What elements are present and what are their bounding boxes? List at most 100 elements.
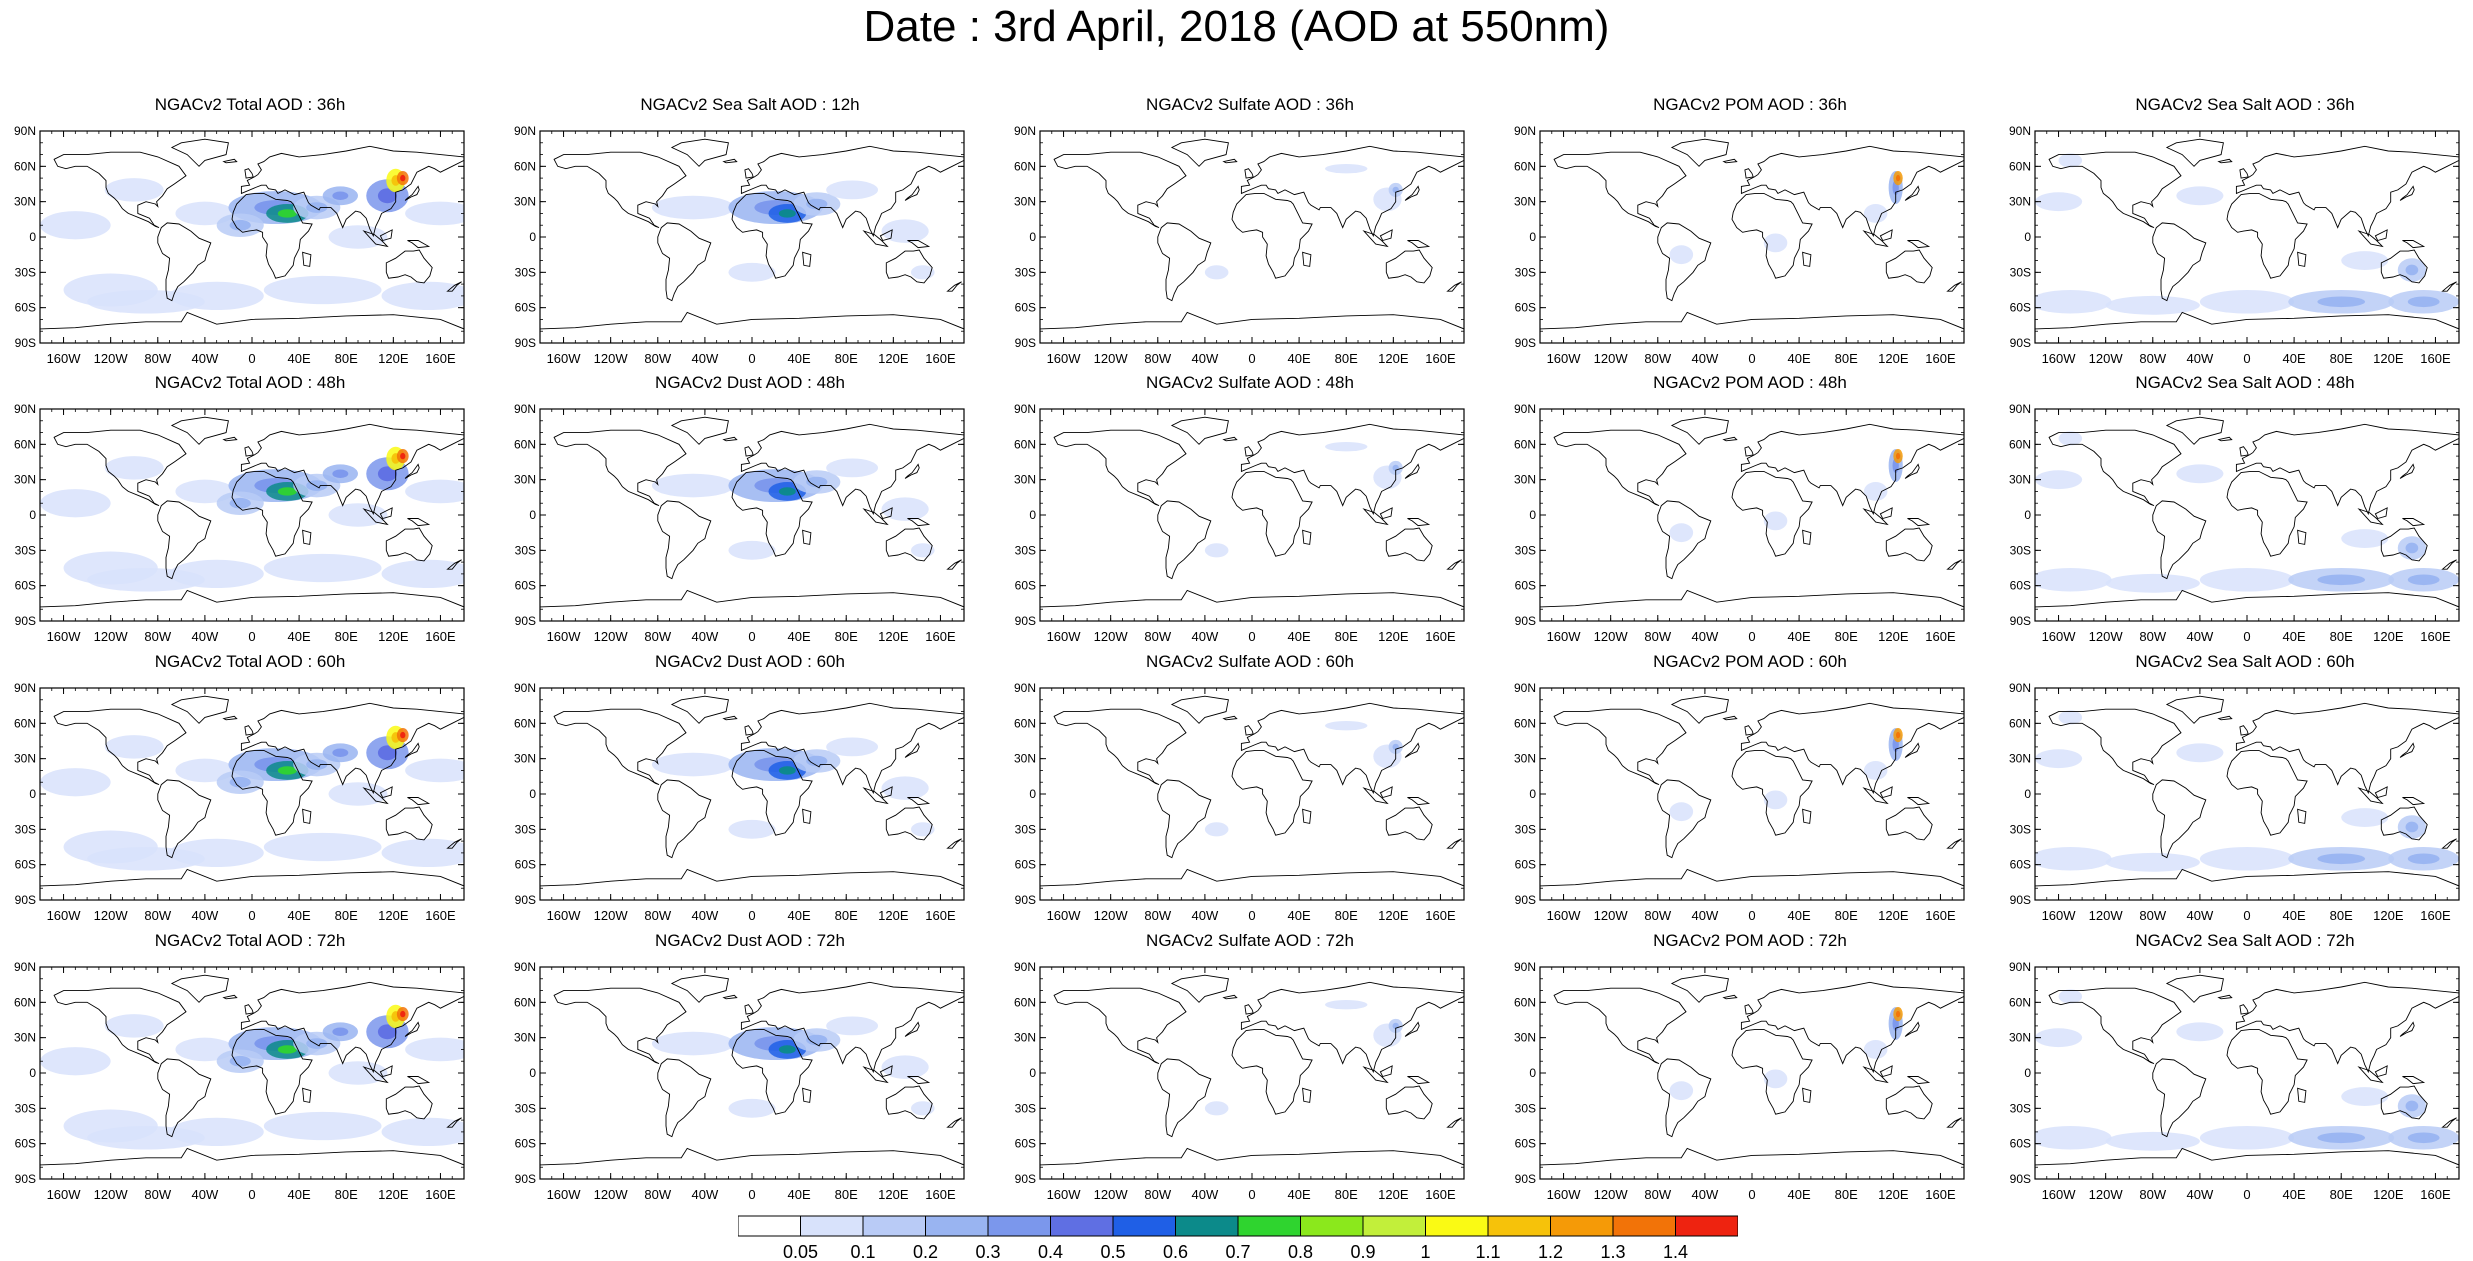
coastline [1157, 779, 1212, 859]
map-panel: NGACv2 Dust AOD : 72h 90N 60N 30N 0 30S 60S 90S… [500, 931, 1000, 1202]
latitude-label: 0 [29, 230, 36, 244]
coastline [802, 1087, 812, 1103]
coastline [802, 808, 812, 824]
world-map: 90N 60N 30N 0 30S 60S 90S 160W 120W 80W 40W 0 40E 80E… [514, 402, 965, 644]
coastline [379, 229, 393, 242]
coastline [1362, 1066, 1389, 1084]
page-title: Date : 3rd April, 2018 (AOD at 550nm) [863, 2, 1610, 51]
coastline [553, 708, 687, 786]
panel-title: NGACv2 Total AOD : 48h [154, 373, 346, 392]
coastline [1657, 500, 1712, 580]
map-panel: NGACv2 Dust AOD : 48h 90N 60N 30N 0 30S 60S 90S… [500, 373, 1000, 644]
longitude-label: 40E [2283, 1187, 2306, 1202]
coastline [2399, 185, 2415, 201]
coastline [1170, 138, 1229, 167]
coastline [2048, 708, 2182, 786]
longitude-label: 160E [925, 351, 956, 366]
latitude-label: 30N [14, 195, 36, 209]
longitude-label: 120W [1594, 351, 1629, 366]
latitude-label: 0 [1529, 508, 1536, 522]
coastline [1670, 138, 1729, 167]
coastline [1222, 994, 1238, 1000]
coastline [1053, 708, 1187, 786]
coastline [1802, 808, 1812, 824]
latitude-label: 60N [1514, 995, 1536, 1009]
coastline [244, 168, 254, 179]
coastline [907, 240, 931, 249]
coastline [170, 138, 229, 167]
longitude-label: 160E [1425, 1187, 1456, 1202]
coastline [53, 708, 187, 786]
coastline [1740, 702, 1964, 795]
coastline [1540, 1147, 1964, 1179]
longitude-label: 120W [94, 1187, 129, 1202]
coastline [1657, 1058, 1712, 1138]
longitude-label: 120E [1378, 1187, 1409, 1202]
latitude-label: 30S [1515, 822, 1536, 836]
coastline [744, 725, 754, 736]
latitude-label: 30S [1015, 822, 1036, 836]
longitude-label: 80E [1835, 351, 1858, 366]
panel-title: NGACv2 Dust AOD : 72h [655, 931, 845, 950]
latitude-label: 60S [2010, 858, 2031, 872]
longitude-label: 120E [1378, 351, 1409, 366]
longitude-label: 120E [1878, 351, 1909, 366]
coastline [2399, 463, 2415, 479]
coastline [946, 1117, 962, 1128]
longitude-label: 80W [1644, 908, 1671, 923]
latitude-label: 60S [515, 1137, 536, 1151]
coastline [1240, 423, 1464, 516]
coastline [2165, 974, 2224, 1003]
panel-title: NGACv2 Total AOD : 72h [154, 931, 346, 950]
longitude-label: 80W [144, 908, 171, 923]
coastline [731, 749, 813, 836]
latitude-label: 60N [1014, 437, 1036, 451]
longitude-label: 40W [192, 351, 219, 366]
coastline [2380, 249, 2428, 284]
longitude-label: 120E [378, 351, 409, 366]
panel-title: NGACv2 Dust AOD : 48h [655, 373, 845, 392]
latitude-label: 30N [1514, 195, 1536, 209]
latitude-label: 30S [1015, 543, 1036, 557]
coastline [722, 994, 738, 1000]
longitude-label: 160W [1047, 629, 1082, 644]
coastline [1231, 470, 1313, 557]
latitude-label: 90S [2010, 1172, 2031, 1186]
coastline [1407, 518, 1431, 527]
coastline [540, 311, 964, 343]
coastline [802, 251, 812, 267]
coastline [2399, 742, 2415, 758]
coastline [1802, 1087, 1812, 1103]
latitude-label: 30S [515, 543, 536, 557]
colorbar-tick-label: 0.1 [850, 1242, 875, 1261]
latitude-label: 90N [514, 960, 536, 974]
coastline [740, 423, 964, 516]
latitude-label: 90N [1514, 681, 1536, 695]
panel-title: NGACv2 POM AOD : 60h [1653, 652, 1847, 671]
latitude-label: 90N [2009, 681, 2031, 695]
coastline [907, 518, 931, 527]
coastline [1404, 742, 1420, 758]
latitude-label: 0 [1529, 787, 1536, 801]
colorbar-tick-label: 1.1 [1475, 1242, 1500, 1261]
coastline [1722, 436, 1738, 442]
coastline [670, 416, 729, 445]
coastline [40, 868, 464, 900]
coastline [1446, 838, 1462, 849]
coastline [1904, 185, 1920, 201]
coastline [879, 786, 893, 799]
coastline [1446, 281, 1462, 292]
coastline [1040, 589, 1464, 621]
coastline [1722, 994, 1738, 1000]
longitude-label: 80W [644, 1187, 671, 1202]
world-map: 90N 60N 30N 0 30S 60S 90S 160W 120W 80W 40W 0 40E 80E… [1514, 681, 1965, 923]
longitude-label: 0 [1248, 629, 1255, 644]
longitude-label: 160W [1547, 351, 1582, 366]
latitude-label: 60N [1514, 437, 1536, 451]
colorbar-legend: 0.05 0.1 0.2 0.3 0.4 0.5 0.6 0.7 0.8 0.9 1 1.1 1.2 1.… [738, 1215, 1738, 1261]
coastline [1404, 185, 1420, 201]
coastline [904, 1021, 920, 1037]
coastline [657, 222, 712, 302]
coastline [2297, 1087, 2307, 1103]
coastline [2441, 1117, 2457, 1128]
